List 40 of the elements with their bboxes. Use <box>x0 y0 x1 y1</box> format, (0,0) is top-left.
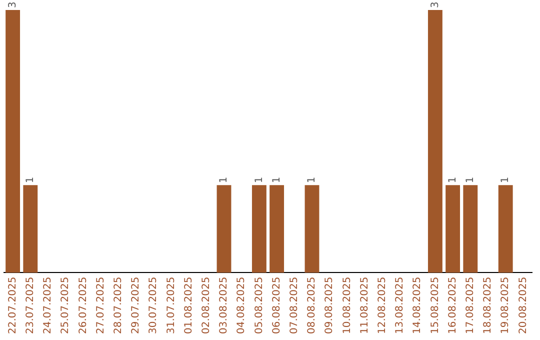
x-tick-label: 17.08.2025 <box>464 276 476 334</box>
x-tick-label: 20.08.2025 <box>518 276 529 334</box>
x-tick-label: 02.08.2025 <box>200 276 212 334</box>
x-tick-label: 26.07.2025 <box>78 276 89 334</box>
x-tick-label: 11.08.2025 <box>359 276 370 334</box>
x-tick-label: 12.08.2025 <box>376 276 388 334</box>
x-tick-label: 28.07.2025 <box>112 276 124 334</box>
x-tick-label: 03.08.2025 <box>218 276 230 334</box>
data-label: 1 <box>218 176 230 184</box>
x-tick-label: 01.08.2025 <box>183 276 194 334</box>
x-tick-label: 16.08.2025 <box>447 276 458 334</box>
x-tick-label: 06.08.2025 <box>271 276 282 334</box>
data-label: 1 <box>500 176 512 184</box>
x-tick-label: 27.07.2025 <box>95 276 106 334</box>
x-tick-label: 09.08.2025 <box>324 276 336 334</box>
x-tick-label: 10.08.2025 <box>342 276 353 334</box>
x-tick-label: 25.07.2025 <box>60 276 72 334</box>
x-tick-label: 30.07.2025 <box>148 276 160 334</box>
x-tick-label: 22.07.2025 <box>7 276 18 334</box>
x-tick-label: 05.08.2025 <box>254 276 265 334</box>
x-tick-label: 29.07.2025 <box>130 276 142 334</box>
x-tick-label: 15.08.2025 <box>430 276 441 334</box>
data-label: 1 <box>306 176 318 184</box>
x-tick-label: 07.08.2025 <box>288 276 300 334</box>
x-tick-label: 31.07.2025 <box>166 276 177 334</box>
data-label: 3 <box>430 2 441 8</box>
x-tick-label: 18.08.2025 <box>482 276 494 334</box>
data-label: 1 <box>447 176 458 184</box>
x-tick-label: 13.08.2025 <box>394 276 406 334</box>
data-label: 3 <box>7 2 18 8</box>
x-tick-label: 19.08.2025 <box>500 276 512 334</box>
x-tick-label: 04.08.2025 <box>236 276 248 334</box>
data-label: 1 <box>271 176 282 184</box>
data-label: 1 <box>254 176 265 184</box>
x-tick-label: 24.07.2025 <box>42 276 54 334</box>
data-label: 1 <box>464 176 476 184</box>
x-tick-label: 08.08.2025 <box>306 276 318 334</box>
x-tick-label: 14.08.2025 <box>412 276 424 334</box>
data-label: 1 <box>24 176 36 184</box>
x-tick-label: 23.07.2025 <box>24 276 36 334</box>
